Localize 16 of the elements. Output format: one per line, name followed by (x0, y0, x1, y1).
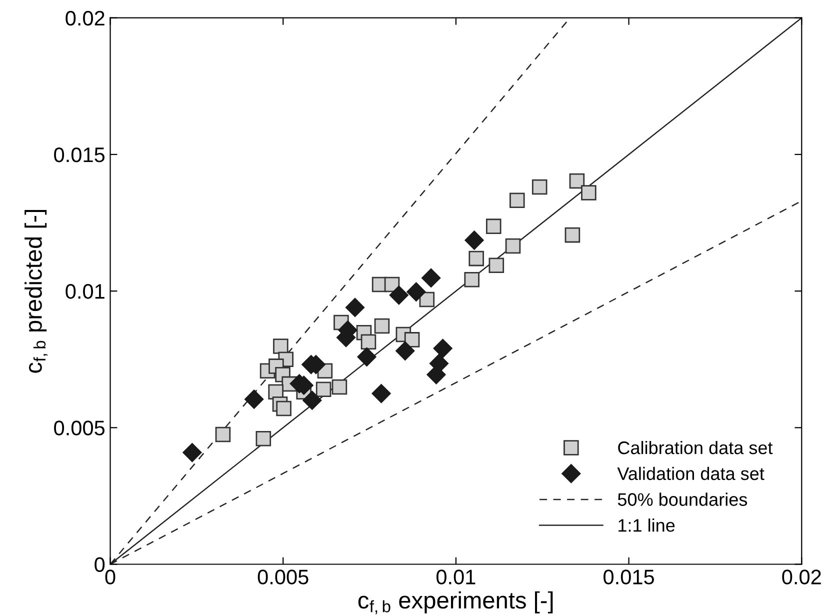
y-tick-label: 0.01 (66, 284, 104, 299)
x-tick-label: 0 (105, 570, 116, 584)
y-tick-label: 0.02 (66, 10, 104, 26)
y-tick-label: 0.005 (54, 420, 105, 436)
y-tick-label: 0 (94, 557, 105, 572)
x-tick-label: 0.005 (258, 570, 308, 584)
y-axis-title: c$_{f,b}$ predicted [-] (24, 210, 48, 373)
x-tick-label: 0.01 (436, 570, 476, 584)
x-axis-title: c$_{f,b}$ experiments [-] (358, 591, 553, 614)
x-tick-label: 0.02 (782, 570, 821, 584)
legend-label: 1:1 line (618, 518, 675, 532)
legend-label: Validation data set (617, 466, 764, 480)
legend-label: 50% boundaries (618, 492, 748, 506)
x-tick-label: 0.015 (604, 570, 654, 584)
y-tick-label: 0.015 (54, 147, 105, 162)
legend-label: Calibration data set (618, 440, 773, 454)
